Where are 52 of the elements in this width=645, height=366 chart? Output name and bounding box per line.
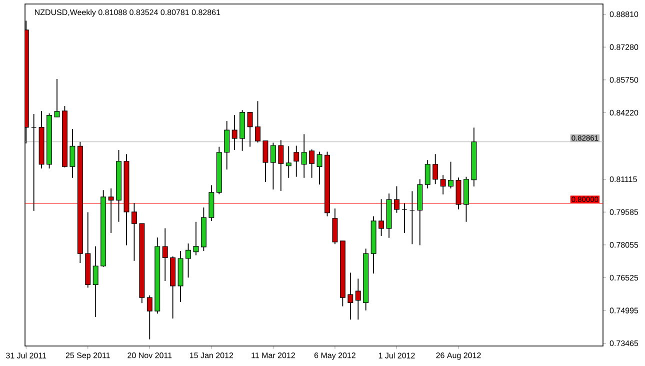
candlestick — [432, 154, 438, 185]
y-tick-label: 0.84220 — [610, 110, 638, 116]
candlestick — [92, 246, 98, 318]
candlestick — [402, 202, 408, 234]
candlestick — [146, 294, 152, 340]
y-tick-label: 0.85750 — [610, 77, 638, 83]
y-tick-label: 0.87280 — [610, 44, 638, 50]
y-tick-label: 0.73465 — [610, 340, 638, 346]
candlestick — [193, 221, 199, 256]
candlestick — [355, 278, 361, 320]
candlestick — [186, 243, 191, 278]
candlestick — [286, 146, 292, 178]
candlestick — [316, 151, 322, 185]
candlestick — [224, 120, 230, 170]
candlestick — [270, 142, 276, 190]
candlestick — [332, 208, 338, 245]
x-tick-label: 11 Mar 2012 — [252, 352, 295, 358]
x-tick-label: 25 Sep 2011 — [66, 352, 110, 360]
candlestick — [247, 112, 253, 148]
x-tick-label: 6 May 2012 — [314, 352, 356, 360]
x-tick-label: 31 Jul 2011 — [6, 352, 46, 358]
y-tick-label: 0.79585 — [610, 209, 638, 215]
y-tick-label: 0.81115 — [610, 176, 637, 182]
candlestick — [131, 202, 137, 262]
candlestick — [440, 174, 446, 195]
candlestick — [54, 78, 60, 118]
candlestick — [162, 228, 168, 282]
candlestick — [70, 128, 76, 178]
candlestick — [424, 160, 430, 189]
y-tick-label: 0.74995 — [610, 308, 638, 314]
candlestick — [378, 198, 384, 236]
x-tick-label: 26 Aug 2012 — [436, 352, 481, 360]
candlestick — [108, 188, 114, 234]
candlestick — [255, 100, 260, 143]
y-tick-label: 0.78055 — [610, 242, 638, 248]
x-tick-label: 15 Jan 2012 — [190, 352, 234, 358]
candlestick — [294, 145, 300, 178]
candlestick — [31, 114, 37, 212]
candlestick — [348, 272, 354, 320]
x-tick-label: 20 Nov 2011 — [128, 352, 172, 358]
candlestick — [448, 161, 454, 189]
y-tick-label: 0.76525 — [610, 274, 638, 281]
candlestick — [409, 190, 415, 245]
y-tick-label: 0.88810 — [610, 11, 638, 18]
candlestick — [394, 186, 400, 214]
candlestick — [309, 148, 315, 178]
candlestick — [262, 140, 268, 182]
candlestick — [232, 114, 238, 150]
candlestick — [301, 134, 307, 178]
text: NZDUSD,Weekly 0.81088 0.83524 0.80781 0.82861 — [34, 9, 220, 17]
x-tick-label: 1 Jul 2012 — [378, 352, 415, 358]
candlestick — [278, 140, 284, 192]
